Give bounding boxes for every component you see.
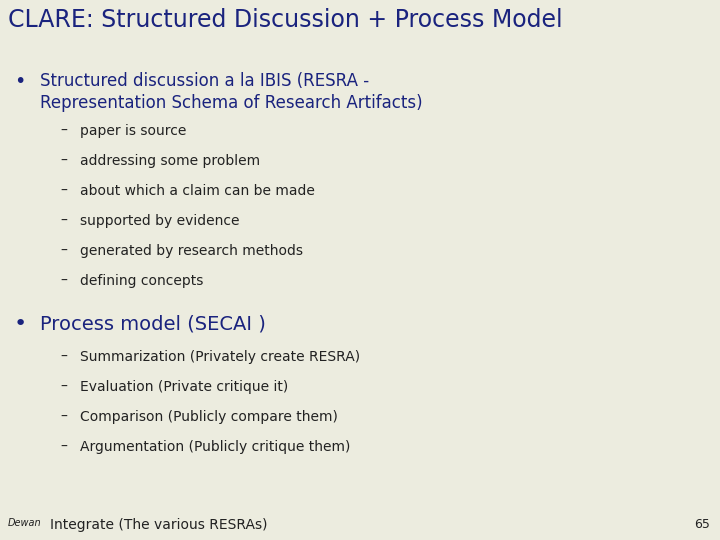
- Text: –: –: [60, 410, 67, 424]
- Text: –: –: [60, 154, 67, 168]
- Text: Argumentation (Publicly critique them): Argumentation (Publicly critique them): [80, 440, 351, 454]
- Text: –: –: [60, 124, 67, 138]
- Text: –: –: [60, 440, 67, 454]
- Text: generated by research methods: generated by research methods: [80, 244, 303, 258]
- Text: CLARE: Structured Discussion + Process Model: CLARE: Structured Discussion + Process M…: [8, 8, 562, 32]
- Text: Integrate (The various RESRAs): Integrate (The various RESRAs): [50, 518, 268, 532]
- Text: –: –: [60, 350, 67, 364]
- Text: Dewan: Dewan: [8, 518, 42, 528]
- Text: –: –: [60, 244, 67, 258]
- Text: addressing some problem: addressing some problem: [80, 154, 260, 168]
- Text: Comparison (Publicly compare them): Comparison (Publicly compare them): [80, 410, 338, 424]
- Text: Evaluation (Private critique it): Evaluation (Private critique it): [80, 380, 288, 394]
- Text: supported by evidence: supported by evidence: [80, 214, 240, 228]
- Text: –: –: [60, 274, 67, 288]
- Text: –: –: [60, 184, 67, 198]
- Text: 65: 65: [694, 518, 710, 531]
- Text: Structured discussion a la IBIS (RESRA -: Structured discussion a la IBIS (RESRA -: [40, 72, 369, 90]
- Text: Representation Schema of Research Artifacts): Representation Schema of Research Artifa…: [40, 94, 423, 112]
- Text: –: –: [60, 380, 67, 394]
- Text: Process model (SECAI ): Process model (SECAI ): [40, 314, 266, 333]
- Text: Summarization (Privately create RESRA): Summarization (Privately create RESRA): [80, 350, 360, 364]
- Text: defining concepts: defining concepts: [80, 274, 203, 288]
- Text: •: •: [14, 72, 25, 91]
- Text: paper is source: paper is source: [80, 124, 186, 138]
- Text: about which a claim can be made: about which a claim can be made: [80, 184, 315, 198]
- Text: –: –: [60, 214, 67, 228]
- Text: •: •: [14, 314, 27, 334]
